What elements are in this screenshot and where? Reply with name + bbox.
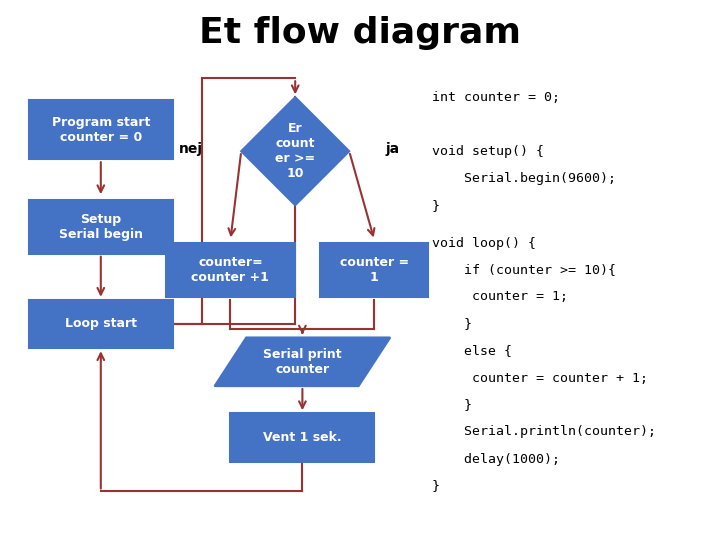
FancyBboxPatch shape [29,300,173,348]
Text: delay(1000);: delay(1000); [432,453,560,465]
Text: nej: nej [179,141,203,156]
FancyBboxPatch shape [29,100,173,159]
Text: Serial print
counter: Serial print counter [263,348,342,376]
Text: }: } [432,399,472,411]
Text: Serial.println(counter);: Serial.println(counter); [432,426,656,438]
Text: Et flow diagram: Et flow diagram [199,16,521,50]
Text: void loop() {: void loop() { [432,237,536,249]
Text: if (counter >= 10){: if (counter >= 10){ [432,264,616,276]
FancyBboxPatch shape [230,413,374,462]
Polygon shape [241,97,349,205]
FancyBboxPatch shape [320,243,428,297]
Text: ja: ja [385,141,400,156]
Text: else {: else { [432,345,512,357]
Text: counter = 1;: counter = 1; [432,291,568,303]
Text: counter =
1: counter = 1 [340,256,409,284]
Text: counter=
counter +1: counter= counter +1 [192,256,269,284]
Text: }: } [432,199,440,212]
Text: int counter = 0;: int counter = 0; [432,91,560,104]
Polygon shape [215,338,390,386]
Text: Program start
counter = 0: Program start counter = 0 [52,116,150,144]
FancyBboxPatch shape [29,200,173,254]
Text: Vent 1 sek.: Vent 1 sek. [263,431,342,444]
Text: counter = counter + 1;: counter = counter + 1; [432,372,648,384]
Text: Serial.begin(9600);: Serial.begin(9600); [432,172,616,185]
Text: }: } [432,318,472,330]
Text: void setup() {: void setup() { [432,145,544,158]
Text: Setup
Serial begin: Setup Serial begin [59,213,143,241]
Text: Loop start: Loop start [65,318,137,330]
Text: }: } [432,480,440,492]
Text: Er
count
er >=
10: Er count er >= 10 [275,122,315,180]
FancyBboxPatch shape [166,243,295,297]
